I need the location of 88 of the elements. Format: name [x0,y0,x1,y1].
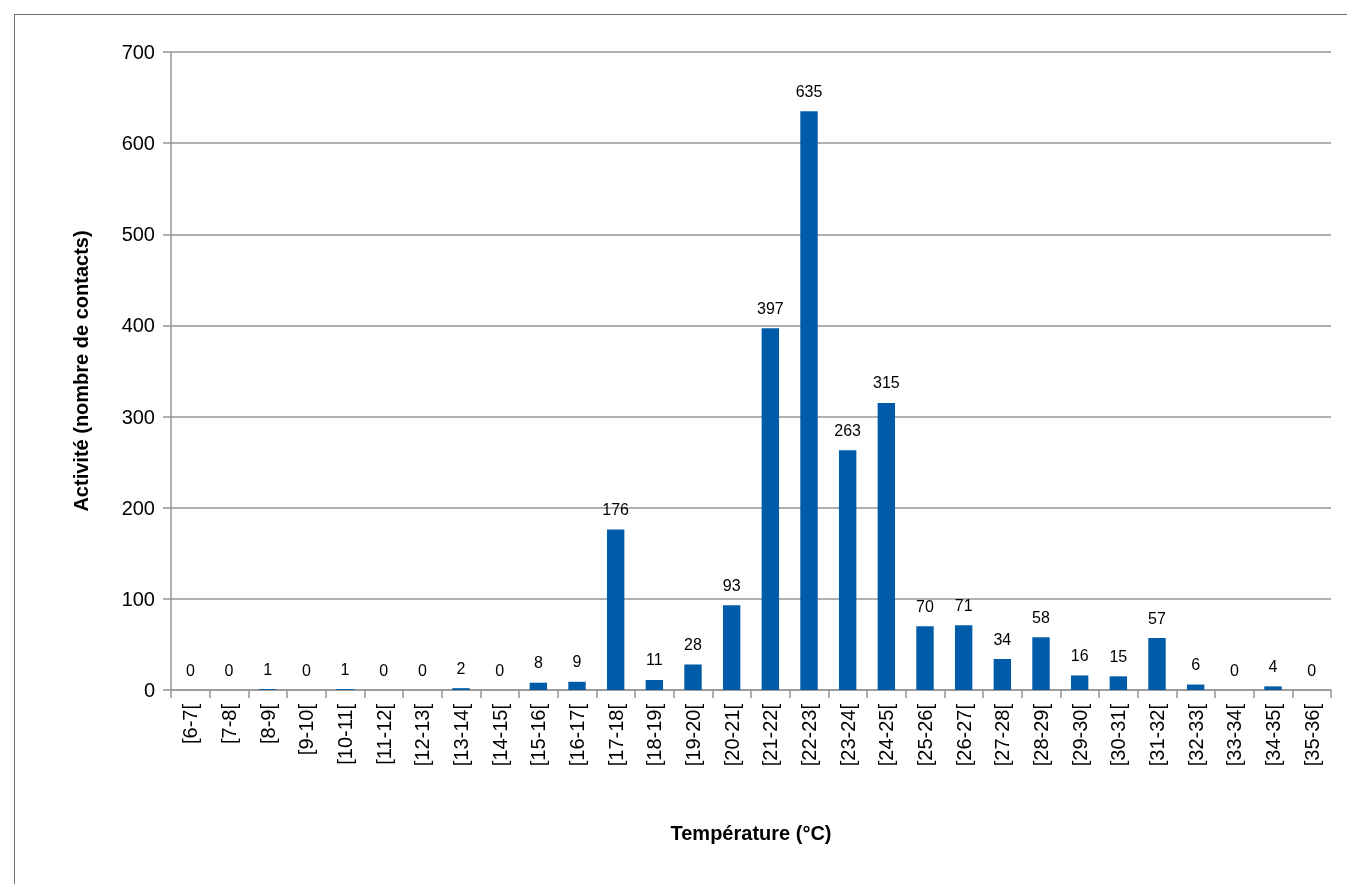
data-label: 397 [756,299,784,317]
data-label: 16 [1070,646,1089,664]
x-tick-label: [14-15[ [488,703,511,767]
data-label: 9 [572,653,582,671]
data-label: 176 [602,501,630,519]
y-tick-label: 600 [121,132,155,155]
data-label: 2 [456,659,466,677]
x-tick-label: [32-33[ [1184,703,1207,767]
y-tick-label: 200 [121,496,155,519]
x-tick-label: [23-24[ [836,703,859,767]
y-tick-label: 500 [121,223,155,246]
x-tick-label: [27-28[ [991,703,1014,767]
data-label: 4 [1268,657,1278,675]
bar [916,626,934,690]
bar [1109,676,1128,690]
bar [645,679,664,690]
bar [800,111,818,690]
x-tick-label: [12-13[ [411,703,434,767]
data-label: 11 [646,651,663,669]
data-label: 0 [224,661,234,679]
bar [722,605,741,690]
bar [1148,638,1166,690]
x-tick-label: [25-26[ [914,703,936,767]
x-tick-label: [29-30[ [1068,703,1091,767]
bar [838,450,857,690]
data-label: 34 [993,630,1012,648]
bar [1070,675,1089,690]
data-label: 0 [417,661,427,679]
y-axis-title: Activité (nombre de contacts) [70,230,92,512]
bar [877,402,896,690]
x-tick-label: [26-27[ [952,703,975,767]
data-label: 0 [301,661,311,679]
data-label: 15 [1109,647,1128,665]
x-tick-label: [15-16[ [527,703,550,767]
x-tick-label: [28-29[ [1030,703,1052,767]
data-label: 57 [1148,609,1166,627]
x-tick-label: [9-10[ [295,703,318,756]
y-tick-label: 0 [143,679,155,701]
data-label: 28 [684,635,702,653]
data-label: 93 [722,576,741,594]
data-label: 0 [1229,661,1239,679]
data-label: 1 [263,660,273,678]
y-tick-label: 700 [121,41,155,63]
data-label: 58 [1032,608,1050,626]
data-label: 0 [1307,661,1317,679]
data-label: 8 [533,654,543,672]
bar [529,682,548,690]
x-tick-label: [22-23[ [798,703,820,767]
y-tick-label: 300 [121,405,155,428]
data-label: 0 [379,661,389,679]
data-label: 315 [872,374,900,392]
x-tick-label: [8-9[ [256,703,279,745]
x-tick-label: [18-19[ [643,703,666,767]
bar [993,659,1012,690]
data-label: 263 [834,421,862,439]
x-tick-label: [24-25[ [875,703,898,767]
x-tick-label: [30-31[ [1107,703,1130,767]
bar [761,328,780,690]
x-tick-label: [20-21[ [720,703,743,767]
x-tick-label: [21-22[ [759,703,782,767]
x-tick-label: [31-32[ [1146,703,1168,767]
x-tick-label: [10-11[ [334,703,356,765]
data-label: 635 [795,82,823,100]
data-label: 70 [916,597,934,615]
x-tick-label: [35-36[ [1300,703,1323,767]
x-tick-label: [16-17[ [566,703,588,767]
bar [954,625,973,690]
x-tick-label: [33-34[ [1223,703,1246,767]
x-tick-label: [13-14[ [450,703,472,767]
x-tick-label: [11-12[ [372,703,395,765]
data-label: 0 [495,661,505,679]
x-tick-label: [7-8[ [218,703,240,745]
bar [568,681,586,690]
x-tick-label: [34-35[ [1262,703,1284,767]
data-label: 6 [1191,656,1201,674]
bar [1032,637,1050,690]
x-tick-label: [17-18[ [604,703,627,767]
data-label: 71 [954,596,973,614]
y-tick-label: 400 [121,314,155,337]
x-tick-label: [6-7[ [179,703,202,745]
y-tick-label: 100 [121,587,155,610]
bar [1264,686,1282,690]
data-label: 0 [185,661,195,679]
bar [684,664,702,690]
data-label: 1 [340,660,350,678]
bar [606,529,625,690]
x-tick-label: [19-20[ [682,703,704,767]
x-axis-title: Température (°C) [670,822,832,844]
